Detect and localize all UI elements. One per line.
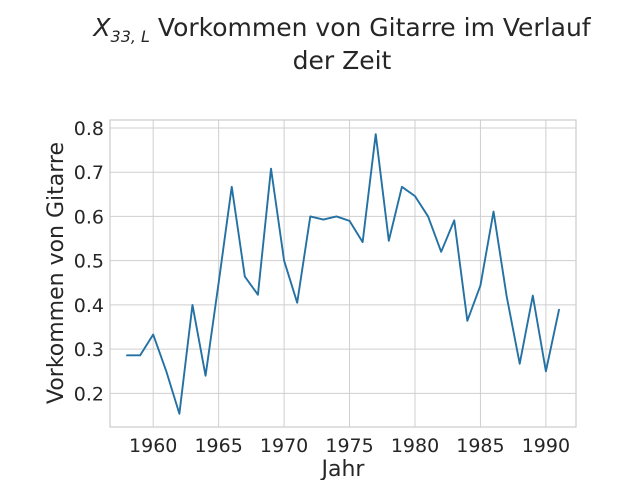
x-tick-label: 1960 xyxy=(129,435,177,457)
y-tick-label: 0.4 xyxy=(74,295,104,317)
title-math-var: X xyxy=(91,13,111,42)
y-tick-label: 0.7 xyxy=(74,162,104,184)
x-tick-label: 1975 xyxy=(325,435,373,457)
x-tick-label: 1970 xyxy=(260,435,308,457)
series-line xyxy=(126,133,560,415)
grid xyxy=(110,120,576,427)
x-tick-label: 1990 xyxy=(522,435,570,457)
x-tick-labels: 1960 1965 1970 1975 1980 1985 1990 xyxy=(129,435,570,457)
chart-title-line1: X33, L Vorkommen von Gitarre im Verlauf xyxy=(91,13,591,46)
y-tick-label: 0.5 xyxy=(74,251,104,273)
y-tick-label: 0.3 xyxy=(74,339,104,361)
y-tick-label: 0.8 xyxy=(74,118,104,140)
y-tick-label: 0.6 xyxy=(74,206,104,228)
title-text-rest: Vorkommen von Gitarre im Verlauf xyxy=(150,13,592,42)
x-axis-label: Jahr xyxy=(320,457,366,480)
plot-frame xyxy=(109,119,577,428)
title-math-sub: 33, L xyxy=(111,27,150,46)
x-tick-label: 1980 xyxy=(391,435,439,457)
y-axis-label: Vorkommen von Gitarre xyxy=(44,142,69,404)
y-tick-labels: 0.2 0.3 0.4 0.5 0.6 0.7 0.8 xyxy=(74,118,104,405)
x-tick-label: 1985 xyxy=(456,435,504,457)
chart-title-line2: der Zeit xyxy=(293,46,392,75)
x-tick-label: 1965 xyxy=(194,435,242,457)
y-tick-label: 0.2 xyxy=(74,383,104,405)
